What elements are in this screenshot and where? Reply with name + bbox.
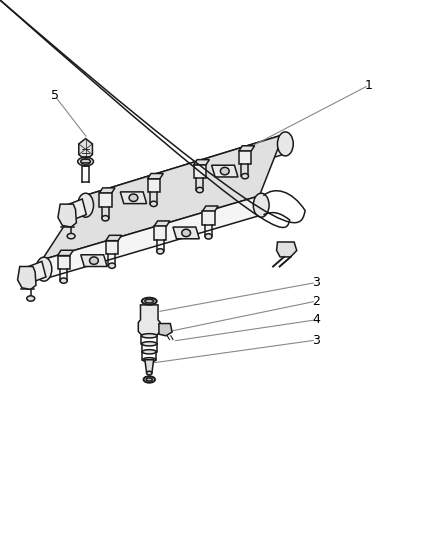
Ellipse shape — [146, 371, 152, 375]
Ellipse shape — [141, 297, 156, 305]
Text: 3: 3 — [311, 276, 319, 289]
Polygon shape — [42, 135, 283, 260]
Polygon shape — [193, 160, 209, 165]
Text: 5: 5 — [51, 90, 59, 102]
Ellipse shape — [277, 132, 293, 156]
Ellipse shape — [129, 194, 138, 201]
Polygon shape — [120, 192, 146, 204]
Ellipse shape — [196, 187, 203, 192]
Ellipse shape — [205, 233, 212, 239]
Polygon shape — [18, 266, 36, 289]
Ellipse shape — [145, 300, 153, 303]
Polygon shape — [78, 139, 92, 160]
Polygon shape — [57, 256, 70, 269]
Polygon shape — [84, 135, 286, 214]
Polygon shape — [145, 360, 153, 373]
Polygon shape — [173, 227, 199, 239]
Ellipse shape — [142, 350, 156, 354]
Ellipse shape — [67, 233, 75, 239]
Polygon shape — [58, 204, 76, 227]
Polygon shape — [99, 193, 111, 206]
Polygon shape — [106, 241, 118, 254]
Ellipse shape — [27, 296, 35, 301]
Ellipse shape — [220, 167, 229, 175]
Ellipse shape — [181, 229, 190, 237]
Ellipse shape — [156, 248, 163, 254]
Polygon shape — [154, 227, 166, 240]
Ellipse shape — [102, 215, 109, 221]
Polygon shape — [276, 242, 296, 257]
Ellipse shape — [143, 376, 155, 383]
Polygon shape — [238, 146, 254, 151]
Ellipse shape — [89, 257, 98, 264]
Ellipse shape — [141, 342, 156, 346]
Ellipse shape — [241, 173, 248, 179]
Ellipse shape — [78, 193, 93, 217]
Polygon shape — [42, 196, 262, 278]
Polygon shape — [106, 236, 121, 241]
Text: 3: 3 — [311, 334, 319, 346]
Polygon shape — [154, 221, 170, 227]
Ellipse shape — [78, 157, 93, 166]
Polygon shape — [81, 255, 107, 266]
Ellipse shape — [36, 257, 52, 281]
Polygon shape — [159, 324, 172, 336]
Polygon shape — [147, 174, 163, 179]
Text: 4: 4 — [311, 313, 319, 326]
Polygon shape — [65, 199, 86, 221]
Ellipse shape — [81, 159, 90, 164]
Polygon shape — [99, 188, 115, 193]
Ellipse shape — [108, 263, 115, 269]
Ellipse shape — [142, 358, 155, 362]
Ellipse shape — [141, 334, 157, 338]
Ellipse shape — [150, 201, 157, 207]
Polygon shape — [57, 251, 73, 256]
Polygon shape — [193, 165, 205, 178]
Polygon shape — [202, 212, 214, 225]
Polygon shape — [25, 261, 46, 284]
Text: 1: 1 — [364, 79, 372, 92]
Text: 2: 2 — [311, 295, 319, 308]
Polygon shape — [238, 151, 251, 164]
Ellipse shape — [253, 193, 268, 217]
Polygon shape — [138, 305, 160, 335]
Polygon shape — [211, 165, 237, 177]
Polygon shape — [147, 179, 159, 192]
Ellipse shape — [60, 278, 67, 284]
Polygon shape — [202, 206, 218, 212]
Ellipse shape — [146, 378, 152, 381]
